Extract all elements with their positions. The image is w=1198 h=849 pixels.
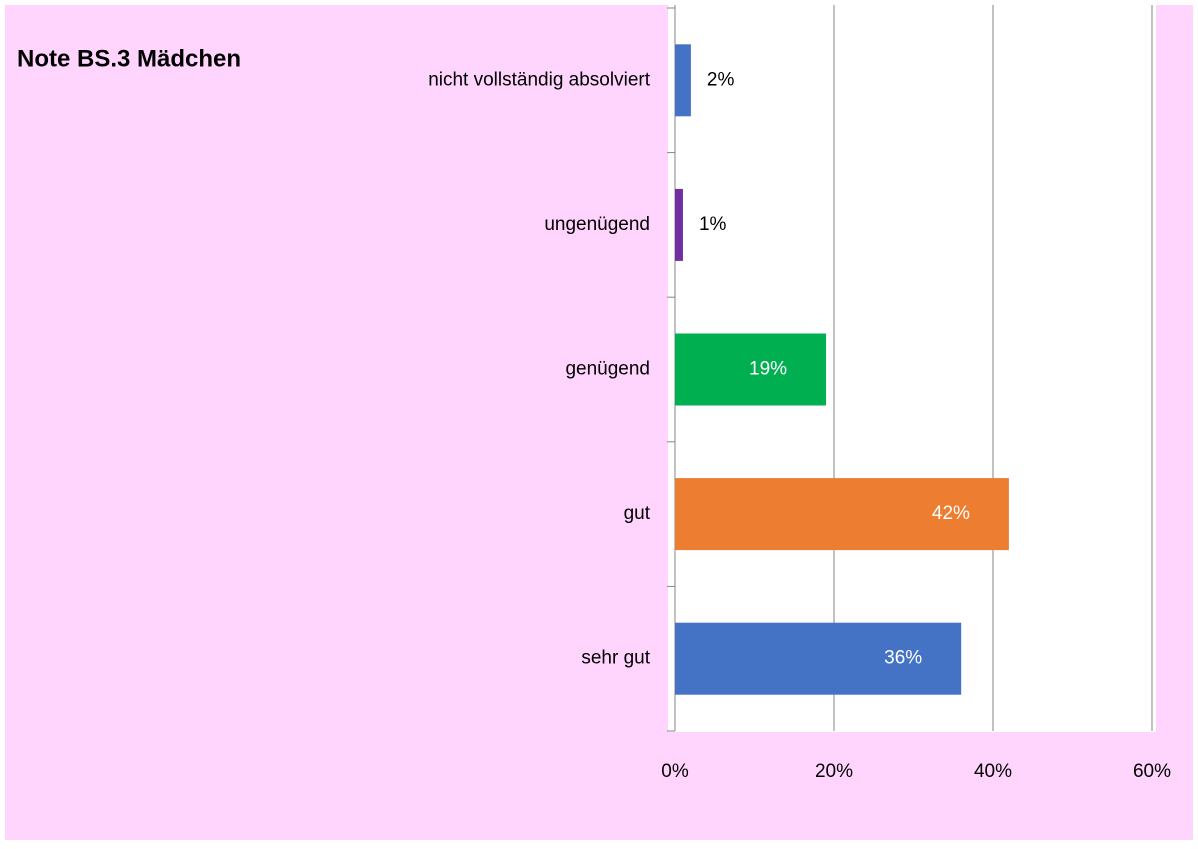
data-label: 42% — [932, 503, 970, 524]
y-tick-label: nicht vollständig absolviert — [428, 69, 651, 90]
bar — [675, 333, 827, 406]
bar — [675, 478, 1009, 551]
y-tick-label: gut — [624, 503, 651, 524]
bar — [675, 622, 962, 695]
y-tick-label: ungenügend — [544, 214, 650, 235]
chart-title: Note BS.3 Mädchen — [17, 45, 241, 72]
x-tick-label: 0% — [661, 761, 689, 782]
x-tick-label: 40% — [974, 761, 1012, 782]
x-tick-label: 60% — [1133, 761, 1171, 782]
data-label: 36% — [884, 648, 922, 669]
data-label: 19% — [749, 359, 787, 380]
x-tick-label: 20% — [815, 761, 853, 782]
data-label: 1% — [699, 214, 727, 235]
bar — [675, 188, 683, 261]
bar — [675, 44, 691, 117]
y-tick-label: genügend — [565, 359, 650, 380]
y-tick-label: sehr gut — [581, 648, 650, 669]
data-label: 2% — [707, 69, 735, 90]
